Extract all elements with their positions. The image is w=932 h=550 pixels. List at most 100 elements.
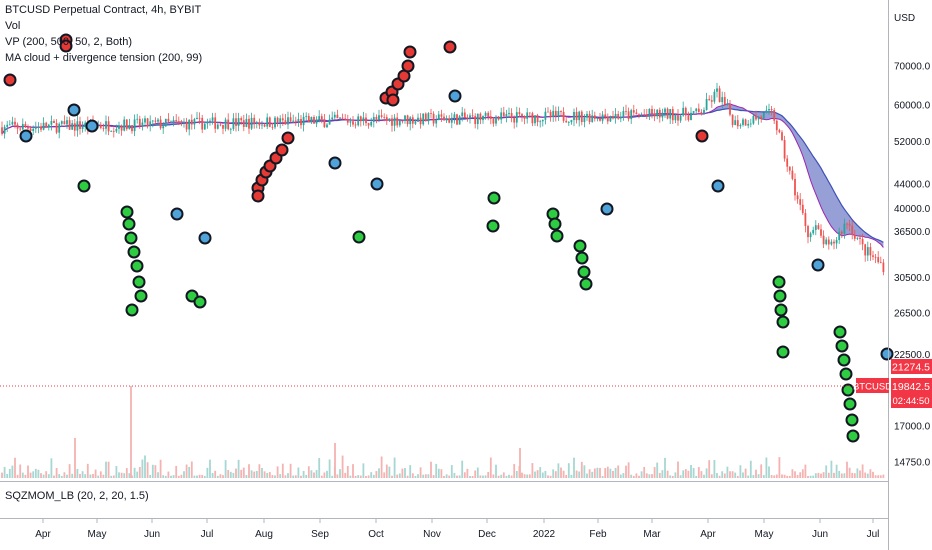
candle-body bbox=[534, 115, 536, 124]
candle-body bbox=[21, 123, 24, 130]
volume-bar bbox=[29, 472, 32, 478]
volume-bar bbox=[591, 471, 594, 478]
candle-body bbox=[879, 262, 882, 263]
candle-body bbox=[827, 239, 830, 245]
candle-body bbox=[479, 113, 482, 121]
candle-body bbox=[367, 123, 370, 126]
price-axis-ticks: 70000.0 60000.0 52000.0 44000.0 40000.0 36500… bbox=[894, 62, 931, 469]
candle-body bbox=[484, 112, 487, 116]
volume-bar bbox=[482, 475, 484, 478]
candle-body bbox=[401, 120, 404, 122]
volume-bar bbox=[554, 471, 557, 478]
volume-bar bbox=[188, 466, 191, 478]
volume-bar bbox=[21, 472, 24, 478]
vp-legend[interactable]: VP (200, 500, 50, 2, Both) bbox=[5, 36, 132, 48]
volume-bar bbox=[227, 469, 230, 478]
sqzmom-legend[interactable]: SQZMOM_LB (20, 2, 20, 1.5) bbox=[5, 490, 149, 502]
time-tick-label: Jun bbox=[812, 529, 828, 540]
candle-body bbox=[45, 122, 48, 128]
candle-body bbox=[237, 118, 240, 126]
candle-body bbox=[391, 118, 393, 126]
volume-bar bbox=[372, 474, 375, 478]
volume-bar bbox=[703, 474, 705, 478]
candle-body bbox=[661, 112, 664, 118]
candle-body bbox=[268, 117, 271, 127]
candle-body bbox=[141, 122, 144, 126]
candle-body bbox=[708, 99, 711, 101]
candle-body bbox=[424, 113, 427, 122]
volume-bar bbox=[437, 468, 440, 478]
price-tick-label: 70000.0 bbox=[894, 62, 931, 73]
candle-body bbox=[588, 113, 591, 122]
volume-bar bbox=[40, 473, 42, 478]
volume-bar bbox=[677, 461, 679, 478]
candle-body bbox=[196, 117, 198, 120]
candle-body bbox=[786, 158, 789, 167]
volume-bar bbox=[310, 470, 313, 478]
candle-body bbox=[851, 225, 854, 236]
candle-body bbox=[705, 99, 708, 110]
candle-body bbox=[843, 223, 846, 234]
candle-body bbox=[664, 108, 666, 113]
volume-bar bbox=[105, 461, 107, 478]
candle-body bbox=[856, 237, 859, 239]
candle-body bbox=[874, 256, 877, 258]
volume-bar bbox=[739, 465, 742, 478]
candle-body bbox=[47, 124, 50, 128]
green-signal-marker bbox=[575, 251, 589, 265]
candle-body bbox=[162, 126, 165, 129]
green-signal-marker bbox=[835, 339, 849, 353]
cloud-legend[interactable]: MA cloud + divergence tension (200, 99) bbox=[5, 52, 203, 64]
candle-body bbox=[835, 240, 838, 244]
volume-bar bbox=[580, 461, 583, 478]
volume-bar bbox=[3, 466, 6, 478]
volume-bar bbox=[640, 471, 643, 478]
time-tick-label: May bbox=[755, 529, 774, 540]
candle-body bbox=[216, 124, 219, 129]
volume-bar bbox=[796, 474, 799, 478]
volume-bar bbox=[424, 474, 427, 478]
green-signal-marker bbox=[132, 275, 146, 289]
volume-bar bbox=[656, 462, 659, 478]
volume-bar bbox=[375, 471, 378, 478]
candle-body bbox=[240, 118, 243, 121]
volume-bar bbox=[773, 475, 776, 478]
candle-body bbox=[253, 117, 256, 124]
volume-bar bbox=[443, 475, 445, 478]
volume-bar bbox=[120, 472, 123, 478]
blue-signal-marker bbox=[880, 347, 894, 361]
price-axis[interactable]: USD 70000.0 60000.0 52000.0 44000.0 40000.0 3… bbox=[894, 13, 931, 469]
volume-bar bbox=[300, 475, 302, 478]
volume-bar bbox=[682, 470, 685, 478]
candle-body bbox=[235, 118, 237, 126]
volume-bar bbox=[362, 463, 365, 478]
candle-body bbox=[716, 88, 718, 92]
candle-body bbox=[658, 109, 661, 118]
volume-bar bbox=[19, 464, 22, 478]
volume-bar bbox=[411, 473, 414, 478]
volume-bar bbox=[263, 471, 266, 478]
volume-bar bbox=[214, 470, 217, 478]
volume-bar bbox=[250, 470, 253, 478]
candle-body bbox=[393, 117, 396, 126]
candle-body bbox=[32, 128, 35, 132]
candle-body bbox=[866, 247, 869, 256]
volume-bar bbox=[130, 386, 132, 478]
volume-bar bbox=[365, 475, 367, 478]
time-axis[interactable]: Apr May Jun Jul Aug Sep Oct Nov Dec 2022 Feb Mar Apr… bbox=[35, 519, 879, 540]
vol-legend[interactable]: Vol bbox=[5, 20, 21, 32]
candle-body bbox=[281, 118, 284, 121]
symbol-title[interactable]: BTCUSD Perpetual Contract, 4h, BYBIT bbox=[5, 4, 202, 16]
volume-bar bbox=[123, 473, 126, 478]
candle-body bbox=[422, 113, 425, 125]
candle-body bbox=[375, 116, 378, 120]
candle-body bbox=[11, 121, 14, 125]
volume-bar bbox=[110, 475, 113, 478]
volume-bar bbox=[253, 471, 256, 478]
volume-bar bbox=[133, 467, 136, 478]
volume-bar bbox=[211, 472, 214, 478]
candle-body bbox=[762, 112, 765, 119]
volume-bar bbox=[643, 466, 646, 478]
candle-body bbox=[365, 117, 367, 124]
